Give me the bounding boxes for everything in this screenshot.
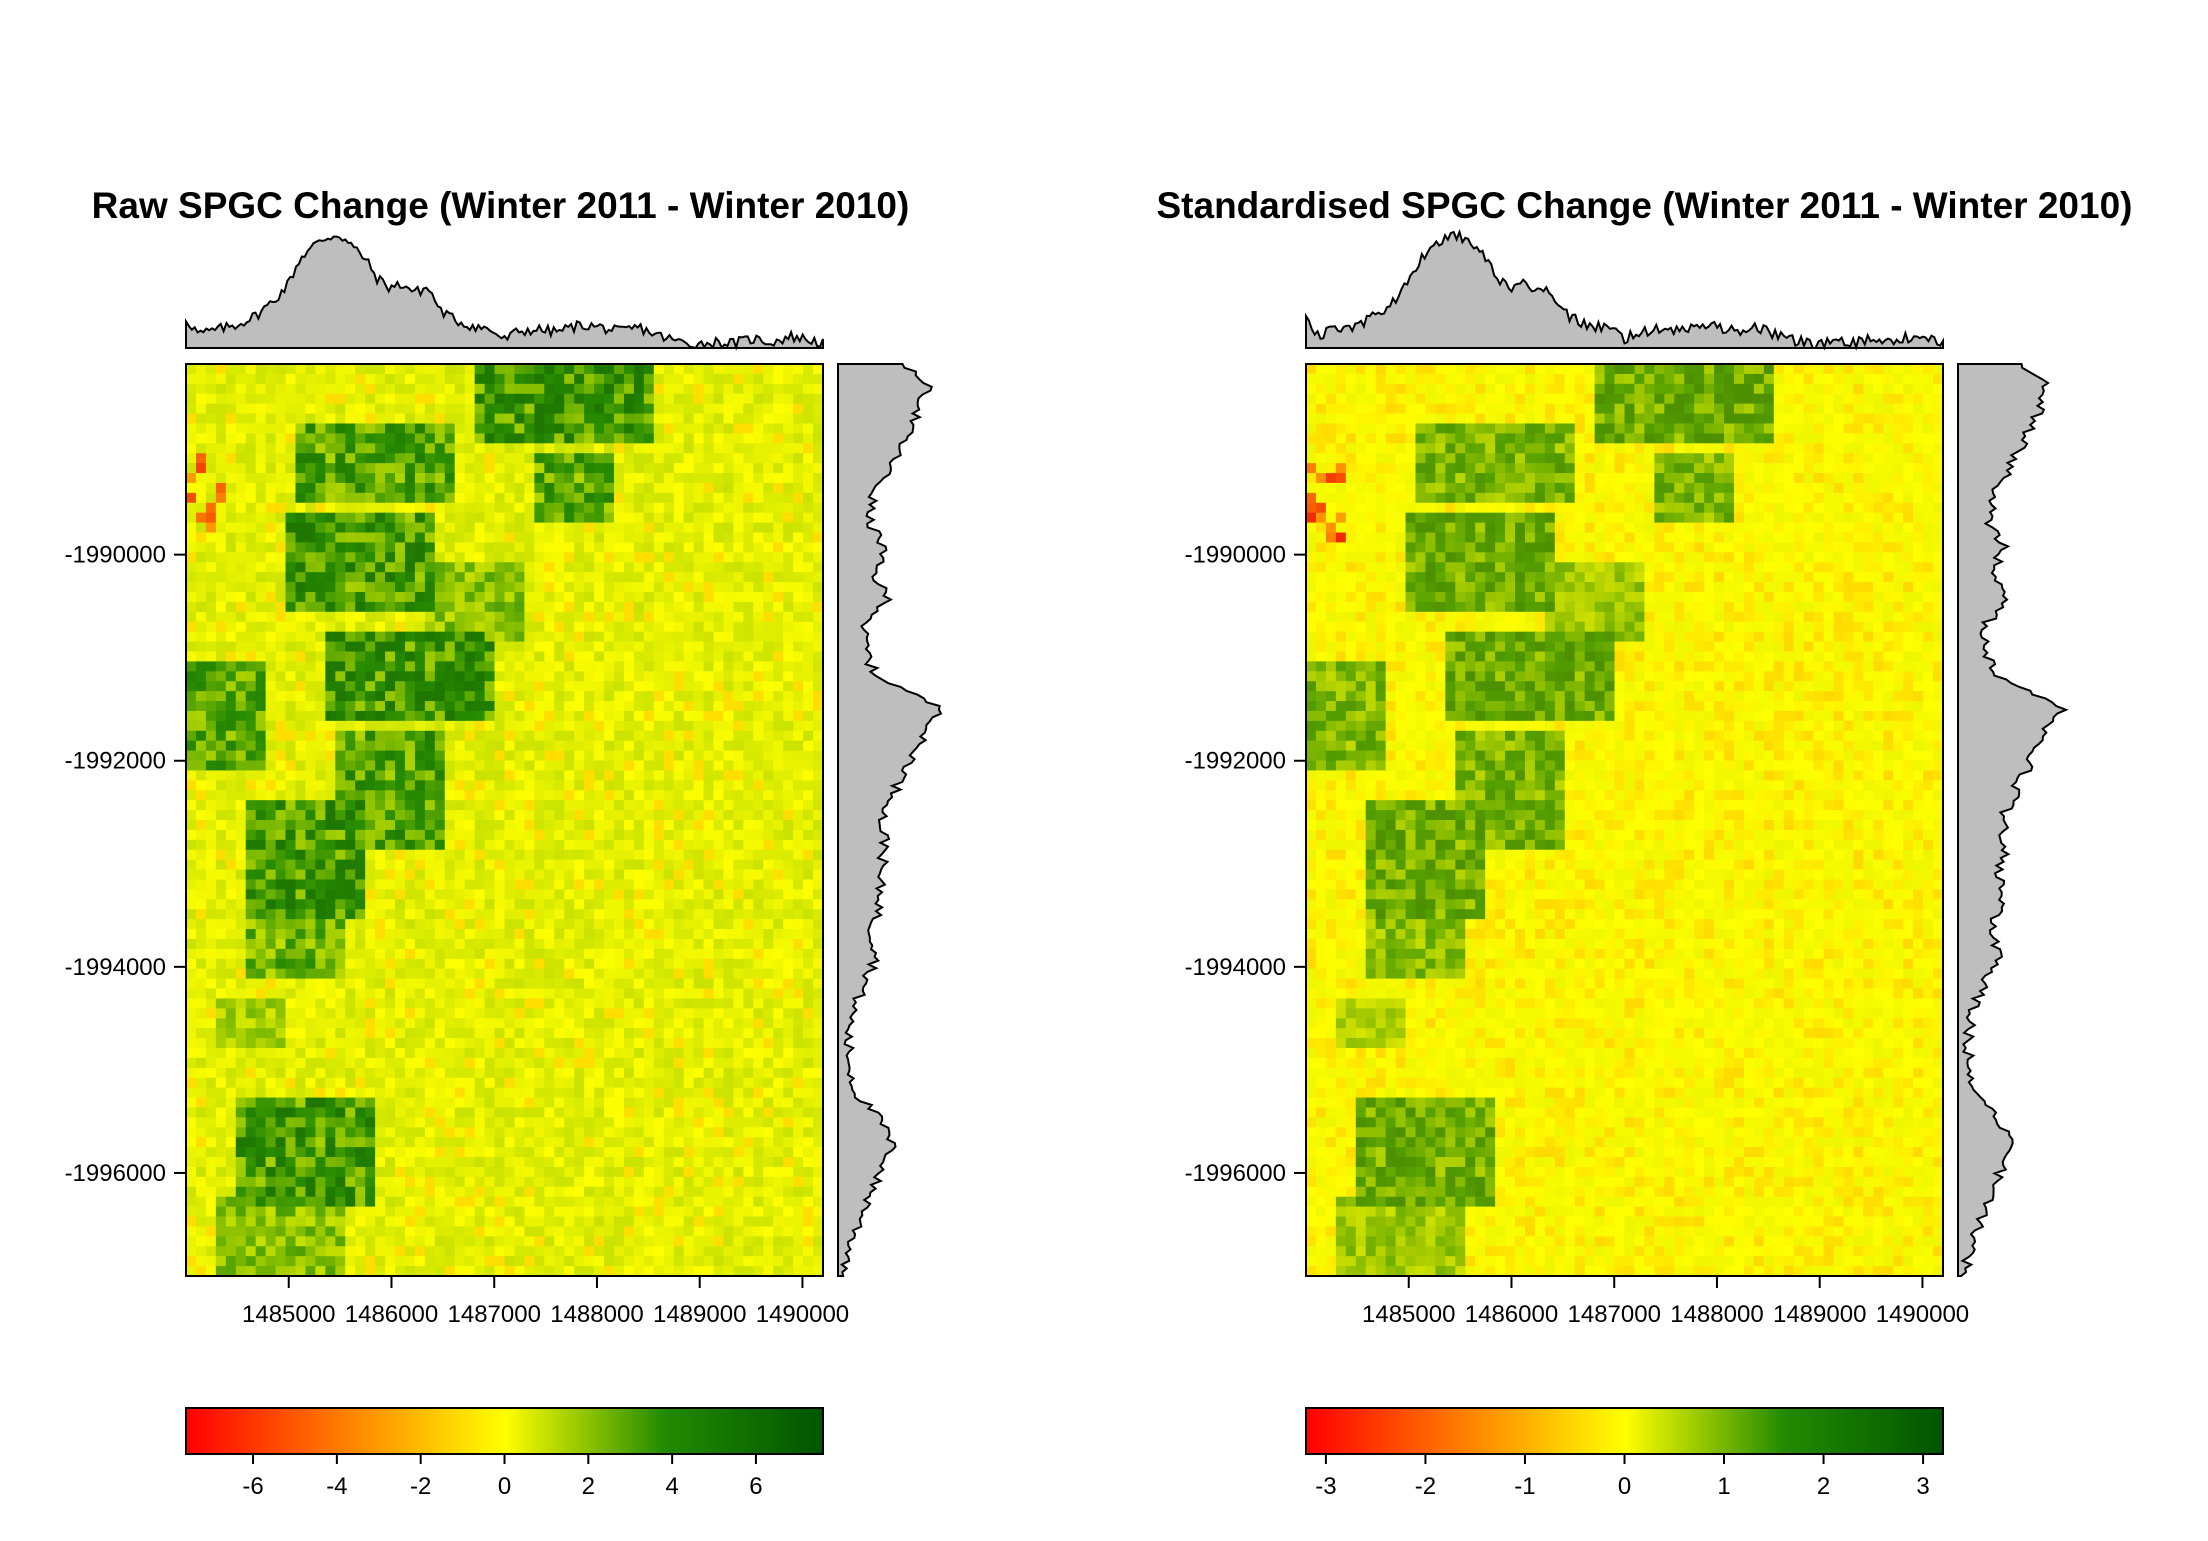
colorbar-tick-label: 0 (1618, 1473, 1631, 1500)
colorbar-tick-label: -1 (1514, 1473, 1535, 1500)
chart-title: Standardised SPGC Change (Winter 2011 - … (1157, 185, 2133, 226)
top-marginal-histogram (1305, 228, 1944, 351)
y-tick-label: -1994000 (65, 954, 166, 981)
x-tick-label: 1489000 (653, 1301, 746, 1328)
panel-2: Standardised SPGC Change (Winter 2011 - … (1157, 185, 2133, 1500)
x-tick-label: 1487000 (448, 1301, 541, 1328)
colorbar-tick-label: 0 (498, 1473, 511, 1500)
panel-1: Raw SPGC Change (Winter 2011 - Winter 20… (65, 185, 943, 1500)
colorbar-tick-label: 6 (749, 1473, 762, 1500)
map-frame (1305, 363, 1944, 1277)
colorbar-tick-label: 4 (665, 1473, 678, 1500)
x-tick-label: 1488000 (550, 1301, 643, 1328)
y-tick-label: -1996000 (1185, 1160, 1286, 1187)
colorbar-tick-label: -2 (1415, 1473, 1436, 1500)
x-tick-label: 1487000 (1568, 1301, 1661, 1328)
colorbar-tick-label: 2 (1817, 1473, 1830, 1500)
x-tick-label: 1490000 (1876, 1301, 1969, 1328)
x-tick-label: 1486000 (345, 1301, 438, 1328)
chart-title: Raw SPGC Change (Winter 2011 - Winter 20… (92, 185, 910, 226)
colorbar-tick-label: 3 (1916, 1473, 1929, 1500)
right-marginal-histogram (837, 363, 943, 1277)
y-tick-label: -1994000 (1185, 954, 1286, 981)
top-marginal-histogram (185, 235, 824, 351)
colorbar-tick-label: -2 (410, 1473, 431, 1500)
colorbar-tick-label: -6 (242, 1473, 263, 1500)
x-tick-label: 1485000 (242, 1301, 335, 1328)
x-tick-label: 1488000 (1670, 1301, 1763, 1328)
x-tick-label: 1490000 (756, 1301, 849, 1328)
y-tick-label: -1990000 (65, 542, 166, 569)
colorbar-tick-label: -4 (326, 1473, 347, 1500)
colorbar (1305, 1407, 1944, 1455)
right-marginal-histogram (1957, 363, 2069, 1277)
y-tick-label: -1996000 (65, 1160, 166, 1187)
x-tick-label: 1485000 (1362, 1301, 1455, 1328)
y-tick-label: -1990000 (1185, 542, 1286, 569)
colorbar-tick-label: -3 (1315, 1473, 1336, 1500)
x-tick-label: 1489000 (1773, 1301, 1866, 1328)
y-tick-label: -1992000 (1185, 748, 1286, 775)
heatmap-raster (186, 364, 823, 1276)
y-tick-label: -1992000 (65, 748, 166, 775)
x-tick-label: 1486000 (1465, 1301, 1558, 1328)
colorbar (185, 1407, 824, 1455)
heatmap-raster (1306, 364, 1943, 1276)
colorbar-tick-label: 1 (1717, 1473, 1730, 1500)
map-frame (185, 363, 824, 1277)
colorbar-tick-label: 2 (582, 1473, 595, 1500)
